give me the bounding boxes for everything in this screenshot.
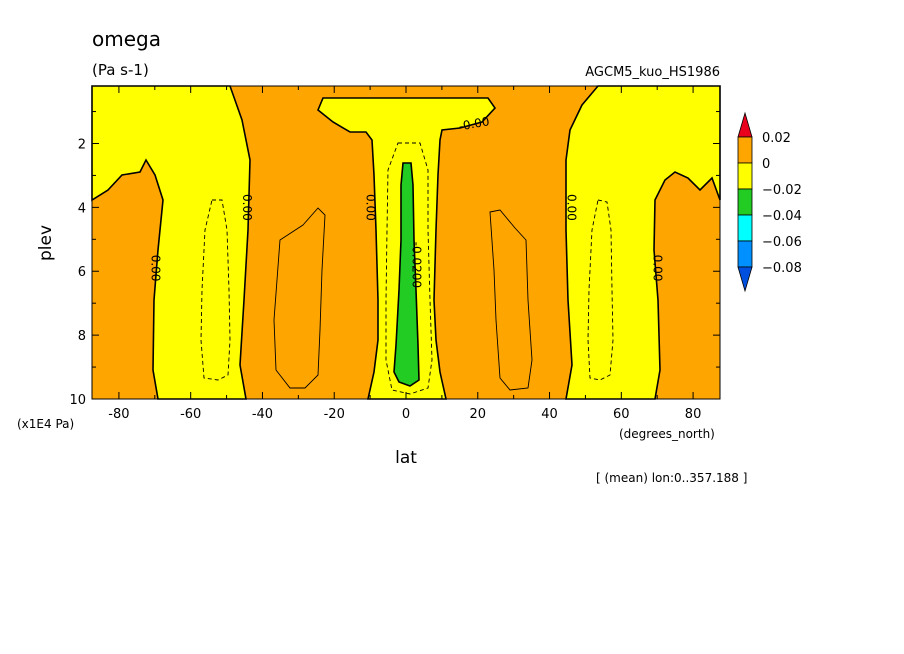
contour-island-nh	[489, 209, 533, 391]
colorbar-label: −0.04	[762, 209, 802, 224]
y-axis-units: (x1E4 Pa)	[17, 417, 74, 431]
y-tick-label: 8	[78, 329, 86, 344]
contour-label: 0.00	[651, 255, 665, 282]
dashed-contour-east	[587, 199, 614, 381]
colorbar: 0.02 0 −0.02 −0.04 −0.06 −0.08	[737, 111, 802, 293]
y-tick-label: 4	[78, 201, 86, 216]
x-axis-label: lat	[395, 448, 417, 468]
x-tick-label: 20	[469, 407, 486, 422]
contour-island-sh	[273, 207, 326, 389]
y-axis-label: plev	[36, 225, 56, 261]
x-tick-label: -80	[108, 407, 129, 422]
colorbar-label: −0.06	[762, 235, 802, 250]
yellow-region-east	[565, 85, 721, 400]
y-tick-label: 2	[78, 137, 86, 152]
chart-title: omega	[92, 27, 161, 51]
chart-units: (Pa s-1)	[92, 61, 149, 79]
y-tick-label: 10	[69, 393, 86, 408]
x-tick-label: 0	[402, 407, 410, 422]
contour-label: -0.00	[458, 114, 491, 133]
x-tick-label: 40	[541, 407, 558, 422]
dashed-contour-west	[200, 199, 231, 381]
colorbar-segment	[737, 214, 753, 242]
dataset-label: AGCM5_kuo_HS1986	[585, 65, 720, 80]
axis-ticks: -80 -60 -40 -20 0 20 40 60 80 2 4 6 8 10	[69, 86, 720, 422]
contour-label: -0.0200	[410, 242, 424, 288]
x-tick-label: -60	[180, 407, 201, 422]
x-tick-label: 80	[685, 407, 702, 422]
colorbar-bottom-arrow	[737, 266, 753, 293]
contour-label: 0.00	[364, 194, 378, 221]
x-tick-label: -20	[324, 407, 345, 422]
colorbar-segment	[737, 162, 753, 190]
colorbar-label: 0	[762, 157, 770, 172]
colorbar-segment	[737, 136, 753, 164]
colorbar-label: −0.02	[762, 183, 802, 198]
colorbar-label: −0.08	[762, 261, 802, 276]
colorbar-segment	[737, 240, 753, 268]
colorbar-label: 0.02	[762, 131, 791, 146]
footnote: [ (mean) lon:0..357.188 ]	[596, 471, 747, 485]
x-tick-label: 60	[613, 407, 630, 422]
contour-label: 0.00	[240, 194, 254, 221]
contour-label: 0.00	[565, 194, 579, 221]
contour-labels: 0.00 0.00 0.00 -0.00 -0.0200 0.00 0.00	[148, 114, 664, 288]
yellow-region-west	[91, 85, 251, 400]
green-region-center	[393, 162, 420, 387]
colorbar-top-arrow	[737, 111, 753, 138]
x-tick-label: -40	[252, 407, 273, 422]
colorbar-segment	[737, 188, 753, 216]
y-tick-label: 6	[78, 265, 86, 280]
x-axis-units: (degrees_north)	[619, 427, 715, 441]
contour-label: 0.00	[148, 255, 162, 282]
